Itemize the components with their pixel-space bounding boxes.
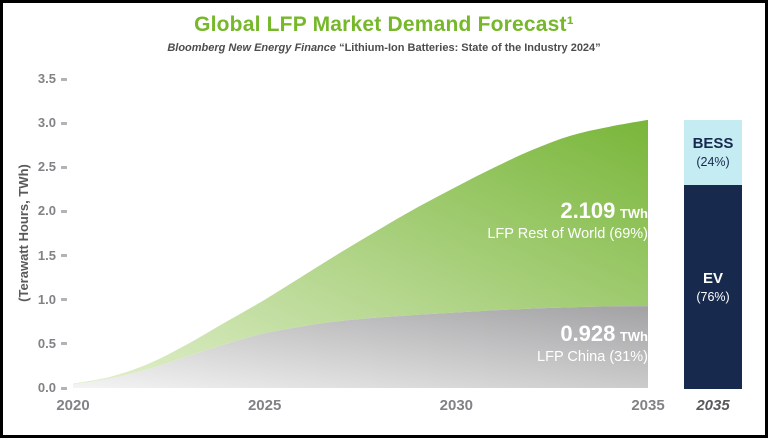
annotation-value: 0.928 TWh [560, 321, 648, 346]
chart-title: Global LFP Market Demand Forecast¹ [194, 13, 574, 36]
rest-of-world-area [73, 119, 648, 385]
y-tick-label: 3.0 [3, 115, 67, 131]
bess-segment: BESS (24%) [684, 120, 742, 185]
y-tick-mark [61, 121, 67, 125]
annotation-label: LFP Rest of World (69%) [487, 226, 648, 242]
y-tick-label: 3.5 [3, 71, 67, 87]
ev-segment: EV (76%) [684, 184, 742, 389]
annotation-china: 0.928 TWh LFP China (31%) [537, 321, 648, 365]
y-tick-mark [61, 386, 67, 390]
area-chart-svg [73, 119, 648, 388]
y-tick-label: 1.5 [3, 248, 67, 264]
y-tick-label: 2.0 [3, 203, 67, 219]
y-tick-mark [61, 165, 67, 169]
bar-x-label: 2035 [696, 397, 730, 414]
y-tick-label: 0.0 [3, 380, 67, 396]
bess-label: BESS [692, 135, 734, 153]
annotation-label: LFP China (31%) [537, 349, 648, 365]
y-tick-label: 0.5 [3, 336, 67, 352]
y-tick-mark [61, 342, 67, 346]
y-tick-mark [61, 77, 67, 81]
chart-subtitle: Bloomberg New Energy Finance “Lithium-Io… [3, 42, 765, 54]
y-tick-mark [61, 298, 67, 302]
ev-percent: (76%) [696, 289, 730, 304]
y-tick-label: 2.5 [3, 159, 67, 175]
x-tick-label: 2030 [439, 397, 474, 414]
area-chart-plot [73, 79, 648, 388]
x-tick-label: 2025 [247, 397, 282, 414]
bess-percent: (24%) [696, 155, 730, 170]
subtitle-quote: “Lithium-Ion Batteries: State of the Ind… [339, 42, 601, 54]
y-tick-mark [61, 209, 67, 213]
ev-label: EV [702, 269, 723, 287]
annotation-value: 2.109 TWh [560, 198, 648, 223]
x-tick-label: 2035 [631, 397, 665, 414]
x-tick-label: 2020 [56, 397, 90, 414]
china-area [73, 306, 648, 388]
stacked-bar-2035: BESS (24%) EV (76%) [684, 120, 742, 389]
annotation-rest-of-world: 2.109 TWh LFP Rest of World (69%) [487, 198, 648, 242]
subtitle-source: Bloomberg New Energy Finance [167, 42, 337, 54]
y-tick-mark [61, 254, 67, 258]
y-tick-label: 1.0 [3, 292, 67, 308]
